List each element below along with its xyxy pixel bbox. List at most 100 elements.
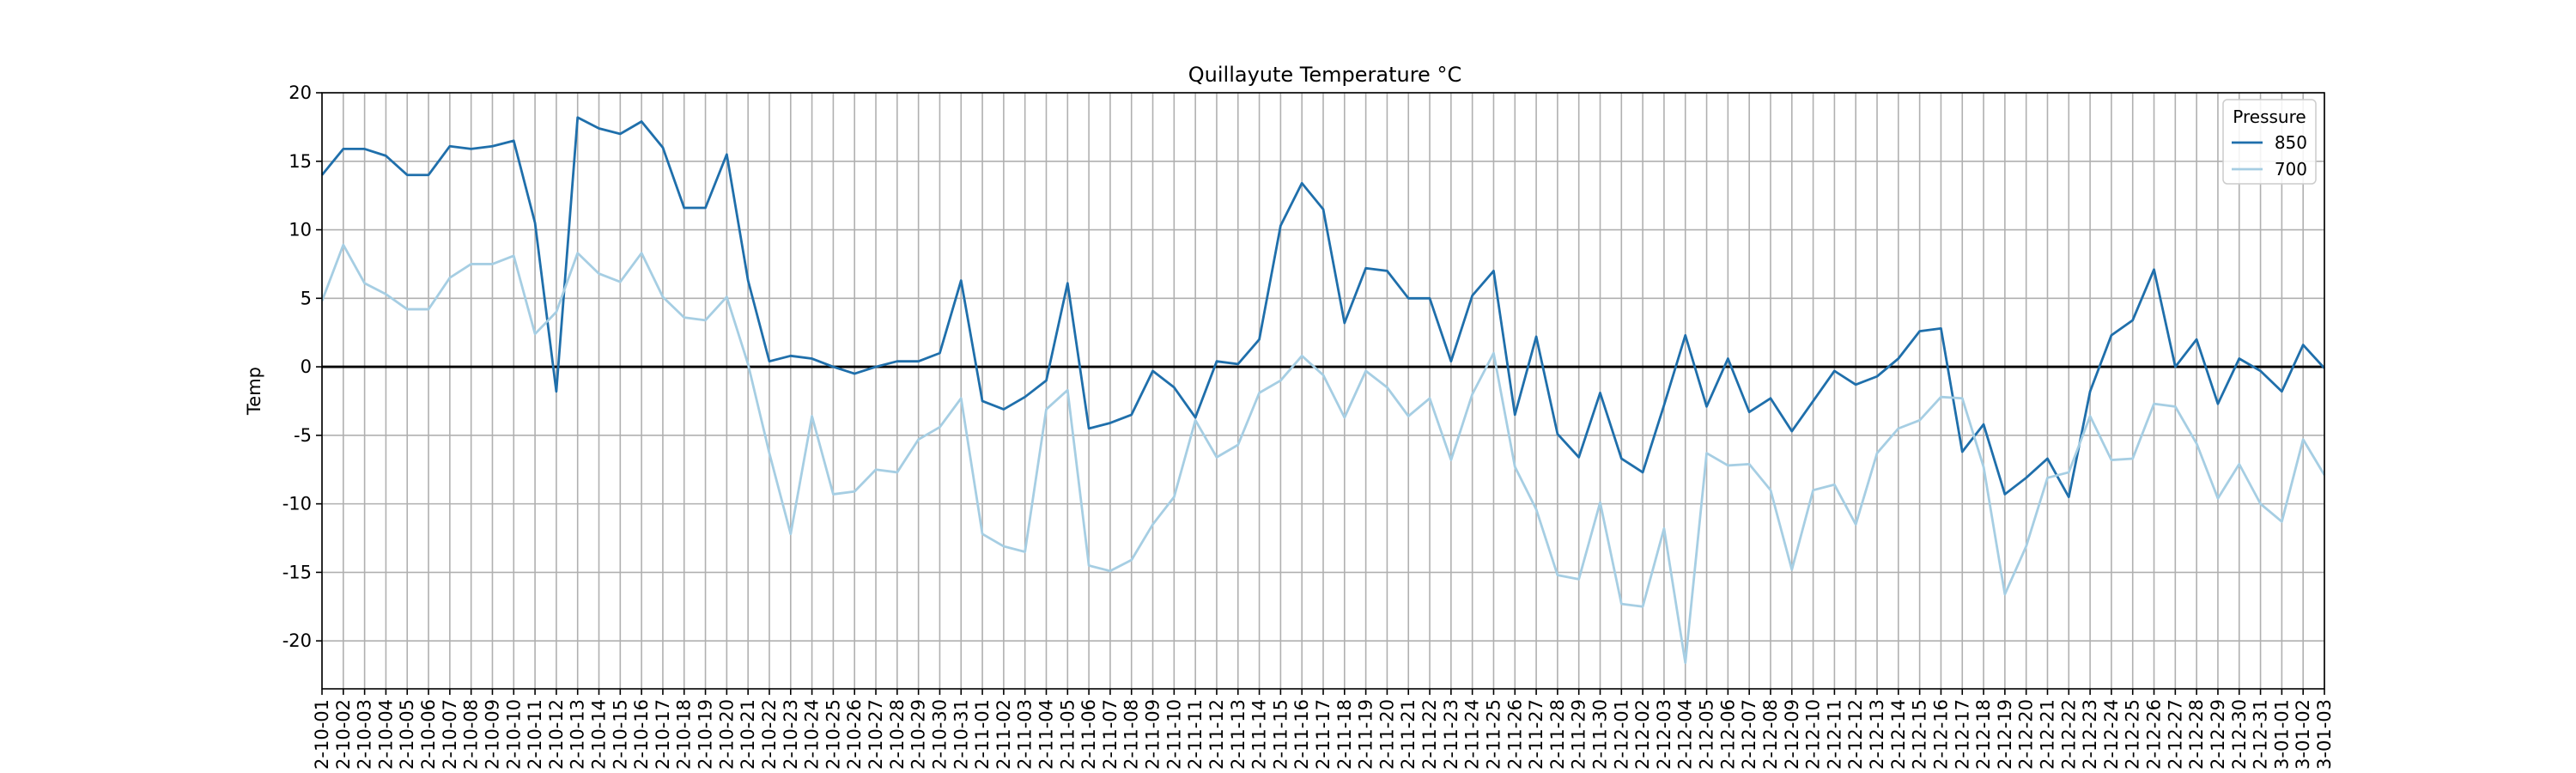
x-tick-label: 2-11-18 — [1334, 699, 1355, 770]
x-tick-label: 2-11-03 — [1015, 699, 1036, 770]
x-tick-label: 2-12-25 — [2123, 699, 2143, 770]
x-tick-label: 2-10-15 — [610, 699, 630, 770]
x-tick-label: 2-12-27 — [2165, 699, 2185, 770]
x-tick-label: 2-10-14 — [589, 699, 610, 770]
x-tick-label: 2-11-10 — [1163, 699, 1184, 770]
x-tick-label: 2-10-03 — [355, 699, 375, 770]
x-tick-label: 2-10-02 — [333, 699, 354, 770]
x-tick-label: 2-11-12 — [1206, 699, 1227, 770]
x-tick-label: 2-11-22 — [1419, 699, 1440, 770]
x-tick-label: 2-11-02 — [993, 699, 1014, 770]
x-tick-label: 2-12-13 — [1867, 699, 1887, 770]
chart-title: Quillayute Temperature °C — [1188, 63, 1461, 87]
x-tick-label: 2-10-06 — [418, 699, 439, 770]
x-tick-label: 3-01-02 — [2293, 699, 2313, 770]
x-tick-label: 2-12-05 — [1697, 699, 1717, 770]
x-tick-label: 2-12-23 — [2080, 699, 2100, 770]
x-tick-label: 2-10-23 — [781, 699, 801, 770]
x-tick-label: 2-10-16 — [631, 699, 652, 770]
x-tick-label: 2-11-16 — [1291, 699, 1312, 770]
x-tick-label: 2-10-21 — [738, 699, 758, 770]
x-tick-label: 2-12-22 — [2058, 699, 2079, 770]
x-tick-label: 2-10-01 — [312, 699, 332, 770]
x-tick-label: 2-12-11 — [1824, 699, 1844, 770]
y-tick-label: -20 — [283, 630, 312, 651]
x-tick-label: 2-11-25 — [1483, 699, 1504, 770]
x-tick-label: 2-12-26 — [2144, 699, 2165, 770]
x-tick-label: 2-10-29 — [908, 699, 929, 770]
x-tick-label: 2-10-04 — [375, 699, 396, 770]
x-tick-label: 2-10-19 — [696, 699, 716, 770]
x-tick-label: 2-12-03 — [1654, 699, 1674, 770]
x-tick-label: 2-12-30 — [2229, 699, 2250, 770]
x-tick-label: 2-10-22 — [759, 699, 780, 770]
x-tick-label: 2-12-08 — [1760, 699, 1781, 770]
x-tick-label: 2-11-07 — [1100, 699, 1121, 770]
x-tick-label: 2-10-26 — [844, 699, 865, 770]
y-tick-label: -10 — [283, 494, 312, 514]
x-tick-label: 2-11-19 — [1356, 699, 1376, 770]
x-tick-label: 2-10-24 — [802, 699, 823, 770]
x-tick-label: 2-10-28 — [887, 699, 908, 770]
x-tick-label: 2-12-21 — [2037, 699, 2057, 770]
x-tick-label: 2-11-24 — [1462, 699, 1483, 770]
x-tick-label: 2-11-11 — [1185, 699, 1206, 770]
x-tick-label: 2-11-21 — [1398, 699, 1419, 770]
x-tick-label: 2-11-20 — [1376, 699, 1397, 770]
x-tick-label: 2-12-16 — [1930, 699, 1951, 770]
x-tick-label: 2-10-05 — [397, 699, 417, 770]
plot-area: 20 15 10 5 0 -5 -10 -15 -20 2-10-01 2-10-02 2-10-03… — [283, 82, 2335, 770]
x-tick-label: 2-11-04 — [1036, 699, 1056, 770]
x-tick-label: 2-10-07 — [440, 699, 460, 770]
x-tick-label: 2-11-29 — [1569, 699, 1589, 770]
x-tick-label: 2-11-23 — [1441, 699, 1461, 770]
x-tick-label: 2-12-10 — [1803, 699, 1824, 770]
x-tick-label: 2-10-10 — [503, 699, 524, 770]
x-tick-label: 2-10-25 — [823, 699, 843, 770]
series-line-700 — [320, 243, 2326, 665]
x-tick-label: 2-12-31 — [2251, 699, 2271, 770]
y-tick-label: 10 — [289, 220, 312, 240]
x-tick-label: 2-11-08 — [1121, 699, 1142, 770]
x-tick-label: 2-11-14 — [1249, 699, 1270, 770]
x-tick-label: 2-11-05 — [1057, 699, 1078, 770]
y-tick-label: 15 — [289, 151, 312, 172]
x-tick-label: 2-11-17 — [1313, 699, 1334, 770]
x-tick-label: 2-11-13 — [1228, 699, 1249, 770]
legend-title: Pressure — [2233, 107, 2306, 127]
x-tick-label: 2-10-20 — [716, 699, 737, 770]
x-tick-label: 2-11-30 — [1590, 699, 1611, 770]
x-tick-label: 2-12-04 — [1675, 699, 1696, 770]
x-tick-label: 2-12-07 — [1739, 699, 1759, 770]
x-tick-label: 2-12-02 — [1632, 699, 1653, 770]
x-tick-label: 2-10-18 — [674, 699, 695, 770]
x-tick-label: 2-12-20 — [2016, 699, 2037, 770]
y-tick-label: -15 — [283, 562, 312, 582]
x-tick-label: 3-01-03 — [2314, 699, 2335, 770]
x-tick-label: 2-12-14 — [1888, 699, 1909, 770]
y-tick-label: -5 — [294, 425, 312, 446]
x-tick-label: 3-01-01 — [2271, 699, 2292, 770]
x-tick-label: 2-12-17 — [1952, 699, 1972, 770]
x-tick-label: 2-10-13 — [568, 699, 588, 770]
x-tick-label: 2-11-06 — [1078, 699, 1099, 770]
x-tick-label: 2-11-09 — [1143, 699, 1163, 770]
x-tick-label: 2-10-11 — [525, 699, 545, 770]
legend-label-850: 850 — [2275, 132, 2307, 153]
x-tick-label: 2-12-19 — [1995, 699, 2015, 770]
x-tick-label: 2-11-27 — [1526, 699, 1546, 770]
y-axis-label: Temp — [244, 367, 264, 416]
legend-label-700: 700 — [2275, 159, 2307, 180]
x-tick-label: 2-12-24 — [2101, 699, 2122, 770]
x-tick-label: 2-12-18 — [1973, 699, 1994, 770]
x-tick-label: 2-11-15 — [1270, 699, 1291, 770]
y-tick-label: 20 — [289, 82, 312, 103]
legend-box — [2222, 99, 2317, 185]
x-tick-label: 2-12-01 — [1611, 699, 1631, 770]
x-tick-label: 2-12-15 — [1910, 699, 1930, 770]
x-tick-label: 2-11-26 — [1504, 699, 1525, 770]
x-tick-label: 2-10-31 — [951, 699, 971, 770]
